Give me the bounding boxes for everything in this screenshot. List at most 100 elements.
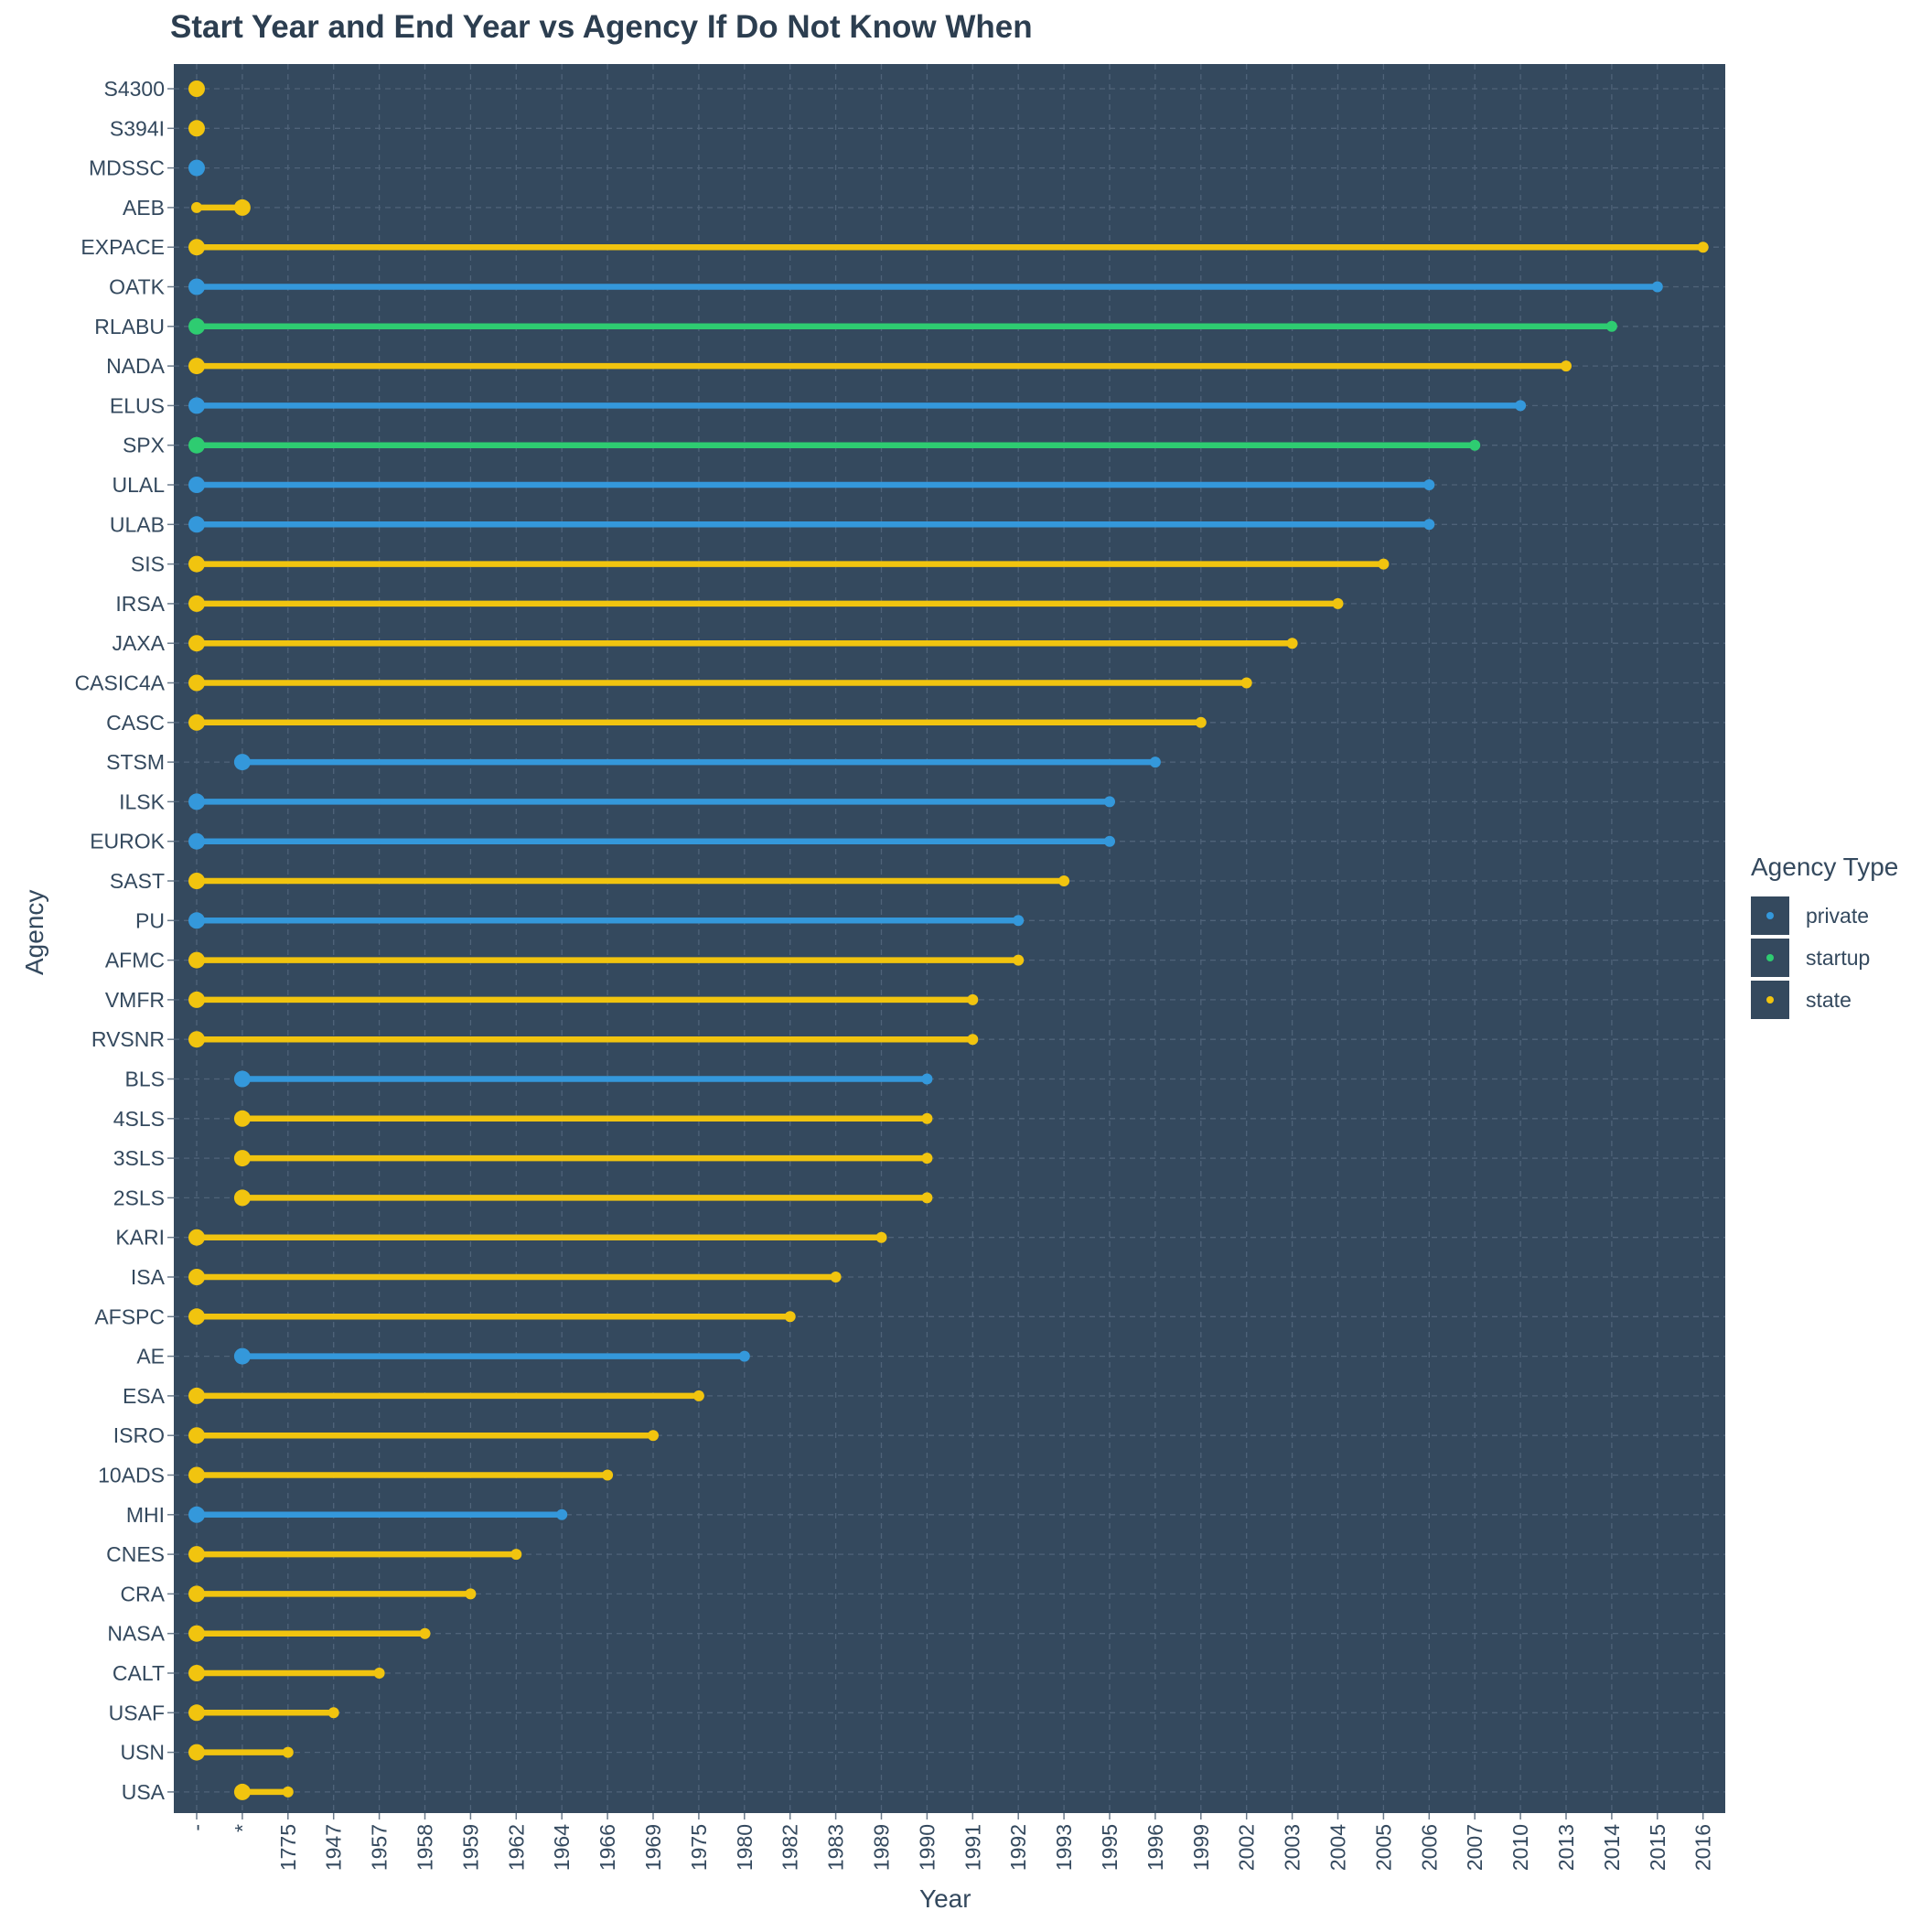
row-MDSSC bbox=[188, 159, 205, 177]
x-tick-label: 1975 bbox=[687, 1824, 711, 1871]
start-point-SPX bbox=[188, 436, 205, 454]
y-tick-label: ULAB bbox=[110, 512, 165, 536]
end-point-CASC bbox=[1195, 716, 1207, 728]
row-NASA bbox=[188, 1625, 431, 1642]
start-point-CNES bbox=[188, 1546, 205, 1563]
start-point-RVSNR bbox=[188, 1031, 205, 1048]
x-tick-label: 1992 bbox=[1006, 1824, 1030, 1871]
row-NADA bbox=[188, 358, 1572, 375]
end-point-EXPACE bbox=[1697, 242, 1709, 253]
row-USN bbox=[188, 1744, 294, 1761]
end-point-10ADS bbox=[602, 1469, 614, 1481]
end-point-SPX bbox=[1469, 439, 1481, 451]
row-SAST bbox=[188, 873, 1070, 889]
start-point-ELUS bbox=[188, 397, 205, 414]
y-tick-label: SIS bbox=[131, 553, 165, 576]
start-point-S4300 bbox=[188, 80, 205, 97]
x-tick-label: 1958 bbox=[413, 1824, 437, 1871]
x-tick-label: 1990 bbox=[915, 1824, 939, 1871]
row-IRSA bbox=[188, 595, 1344, 612]
y-tick-label: AE bbox=[136, 1345, 165, 1368]
row-CRA bbox=[188, 1585, 477, 1603]
row-MHI bbox=[188, 1506, 568, 1523]
start-point-AFMC bbox=[188, 951, 205, 969]
x-tick-label: 2006 bbox=[1417, 1824, 1441, 1871]
y-tick-label: USAF bbox=[109, 1701, 165, 1724]
row-AFSPC bbox=[188, 1308, 796, 1326]
end-point-STSM bbox=[1149, 757, 1161, 768]
end-point-BLS bbox=[921, 1073, 933, 1085]
y-tick-label: AEB bbox=[123, 196, 165, 220]
end-point-CNES bbox=[510, 1549, 522, 1561]
row-ISA bbox=[188, 1269, 842, 1285]
y-tick-label: ISRO bbox=[113, 1423, 165, 1447]
end-point-KARI bbox=[875, 1231, 887, 1243]
start-point-S394I bbox=[188, 120, 205, 137]
row-3SLS bbox=[233, 1150, 933, 1167]
x-tick-label: 2007 bbox=[1463, 1824, 1487, 1871]
start-point-ESA bbox=[188, 1387, 205, 1404]
y-tick-label: CASIC4A bbox=[75, 671, 166, 695]
y-tick-label: RVSNR bbox=[91, 1027, 165, 1051]
y-tick-label: NADA bbox=[106, 354, 166, 378]
end-point-PU bbox=[1013, 915, 1025, 927]
start-point-USAF bbox=[188, 1704, 205, 1722]
x-tick-label: 2010 bbox=[1508, 1824, 1532, 1871]
y-tick-label: CALT bbox=[113, 1661, 165, 1685]
legend-key-startup bbox=[1751, 939, 1789, 977]
y-tick-label: EXPACE bbox=[80, 235, 165, 259]
y-tick-label: NASA bbox=[107, 1622, 165, 1646]
x-tick-label: 1993 bbox=[1052, 1824, 1076, 1871]
start-point-NASA bbox=[188, 1625, 205, 1642]
end-point-NASA bbox=[419, 1627, 431, 1639]
start-point-USN bbox=[188, 1744, 205, 1761]
start-point-JAXA bbox=[188, 635, 205, 652]
end-point-3SLS bbox=[921, 1153, 933, 1165]
row-AFMC bbox=[188, 951, 1025, 969]
row-ELUS bbox=[188, 397, 1527, 414]
row-SIS bbox=[188, 555, 1390, 573]
y-tick-label: ULAL bbox=[112, 473, 165, 497]
start-point-MDSSC bbox=[188, 159, 205, 177]
x-tick-label: 1991 bbox=[961, 1824, 984, 1871]
legend-item-startup: startup bbox=[1751, 937, 1898, 979]
start-point-BLS bbox=[233, 1070, 251, 1088]
x-tick-label: 2016 bbox=[1691, 1824, 1715, 1871]
y-tick-label: USA bbox=[122, 1780, 166, 1804]
start-point-EUROK bbox=[188, 832, 205, 850]
start-point-AFSPC bbox=[188, 1308, 205, 1326]
legend-item-private: private bbox=[1751, 895, 1898, 937]
y-tick-label: EUROK bbox=[90, 830, 165, 853]
x-tick-label: 2002 bbox=[1235, 1824, 1259, 1871]
start-point-10ADS bbox=[188, 1466, 205, 1484]
x-tick-label: 1969 bbox=[641, 1824, 665, 1871]
y-tick-label: CNES bbox=[106, 1542, 165, 1566]
end-point-USN bbox=[282, 1746, 294, 1758]
row-ULAL bbox=[188, 477, 1435, 493]
row-RLABU bbox=[188, 317, 1617, 335]
end-point-ISRO bbox=[648, 1430, 659, 1442]
legend-key-private bbox=[1751, 896, 1789, 935]
y-tick-label: 3SLS bbox=[113, 1146, 165, 1170]
y-tick-label: STSM bbox=[106, 750, 165, 774]
row-CNES bbox=[188, 1546, 522, 1563]
x-tick-label: 1966 bbox=[596, 1824, 619, 1871]
y-tick-label: ELUS bbox=[110, 393, 165, 417]
y-tick-label: AFMC bbox=[105, 949, 165, 972]
start-point-CASC bbox=[188, 714, 205, 731]
start-point-SIS bbox=[188, 555, 205, 573]
x-tick-label: 1959 bbox=[458, 1824, 482, 1871]
end-point-AFMC bbox=[1013, 954, 1025, 966]
legend-label: state bbox=[1806, 987, 1852, 1012]
start-point-STSM bbox=[233, 754, 251, 771]
y-tick-label: CRA bbox=[120, 1582, 165, 1605]
row-RVSNR bbox=[188, 1031, 979, 1048]
legend-title: Agency Type bbox=[1751, 853, 1899, 881]
y-tick-label: KARI bbox=[115, 1226, 165, 1250]
start-point-2SLS bbox=[233, 1189, 251, 1207]
x-tick-label: 1983 bbox=[824, 1824, 848, 1871]
y-tick-label: MHI bbox=[126, 1503, 165, 1527]
row-USAF bbox=[188, 1704, 339, 1722]
x-tick-label: 1947 bbox=[322, 1824, 346, 1871]
end-point-AE bbox=[738, 1350, 750, 1362]
